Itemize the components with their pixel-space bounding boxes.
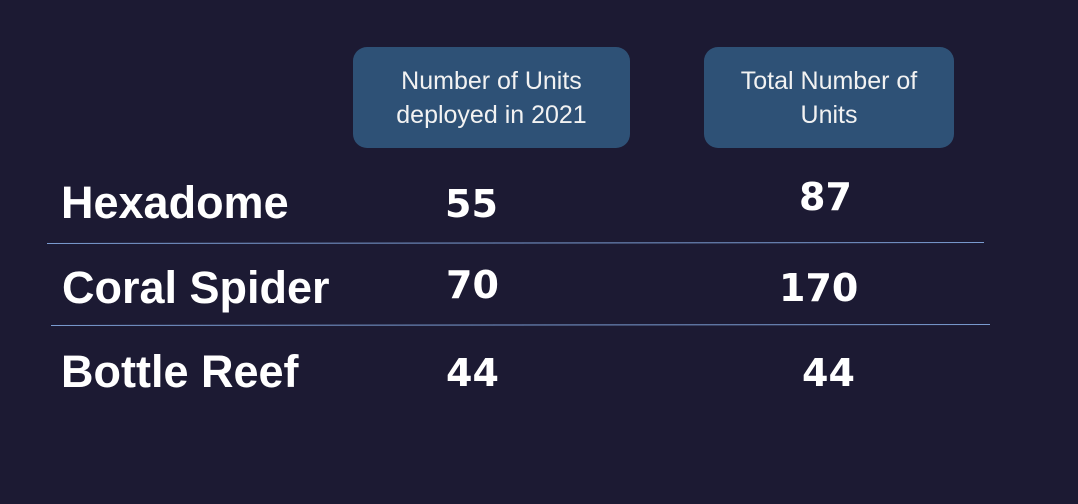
- cell-total-coral-spider: 170: [779, 266, 859, 310]
- cell-deployed-bottle-reef: 44: [446, 351, 499, 395]
- row-label-bottle-reef: Bottle Reef: [61, 346, 299, 397]
- row-label-coral-spider: Coral Spider: [62, 262, 330, 313]
- cell-deployed-coral-spider: 70: [446, 263, 499, 307]
- header-total-units-line2: Units: [800, 100, 858, 129]
- cell-total-hexadome: 87: [799, 175, 852, 219]
- header-units-deployed-line1: Number of Units: [401, 66, 582, 95]
- row-divider: [50, 324, 991, 326]
- header-units-deployed-line2: deployed in 2021: [396, 100, 587, 129]
- header-total-units: Total Number of Units: [704, 47, 954, 148]
- header-total-units-line1: Total Number of: [740, 66, 918, 95]
- cell-total-bottle-reef: 44: [802, 351, 855, 395]
- row-label-hexadome: Hexadome: [61, 177, 289, 228]
- header-units-deployed-2021: Number of Units deployed in 2021: [353, 47, 630, 148]
- row-divider: [46, 242, 985, 244]
- cell-deployed-hexadome: 55: [445, 182, 498, 226]
